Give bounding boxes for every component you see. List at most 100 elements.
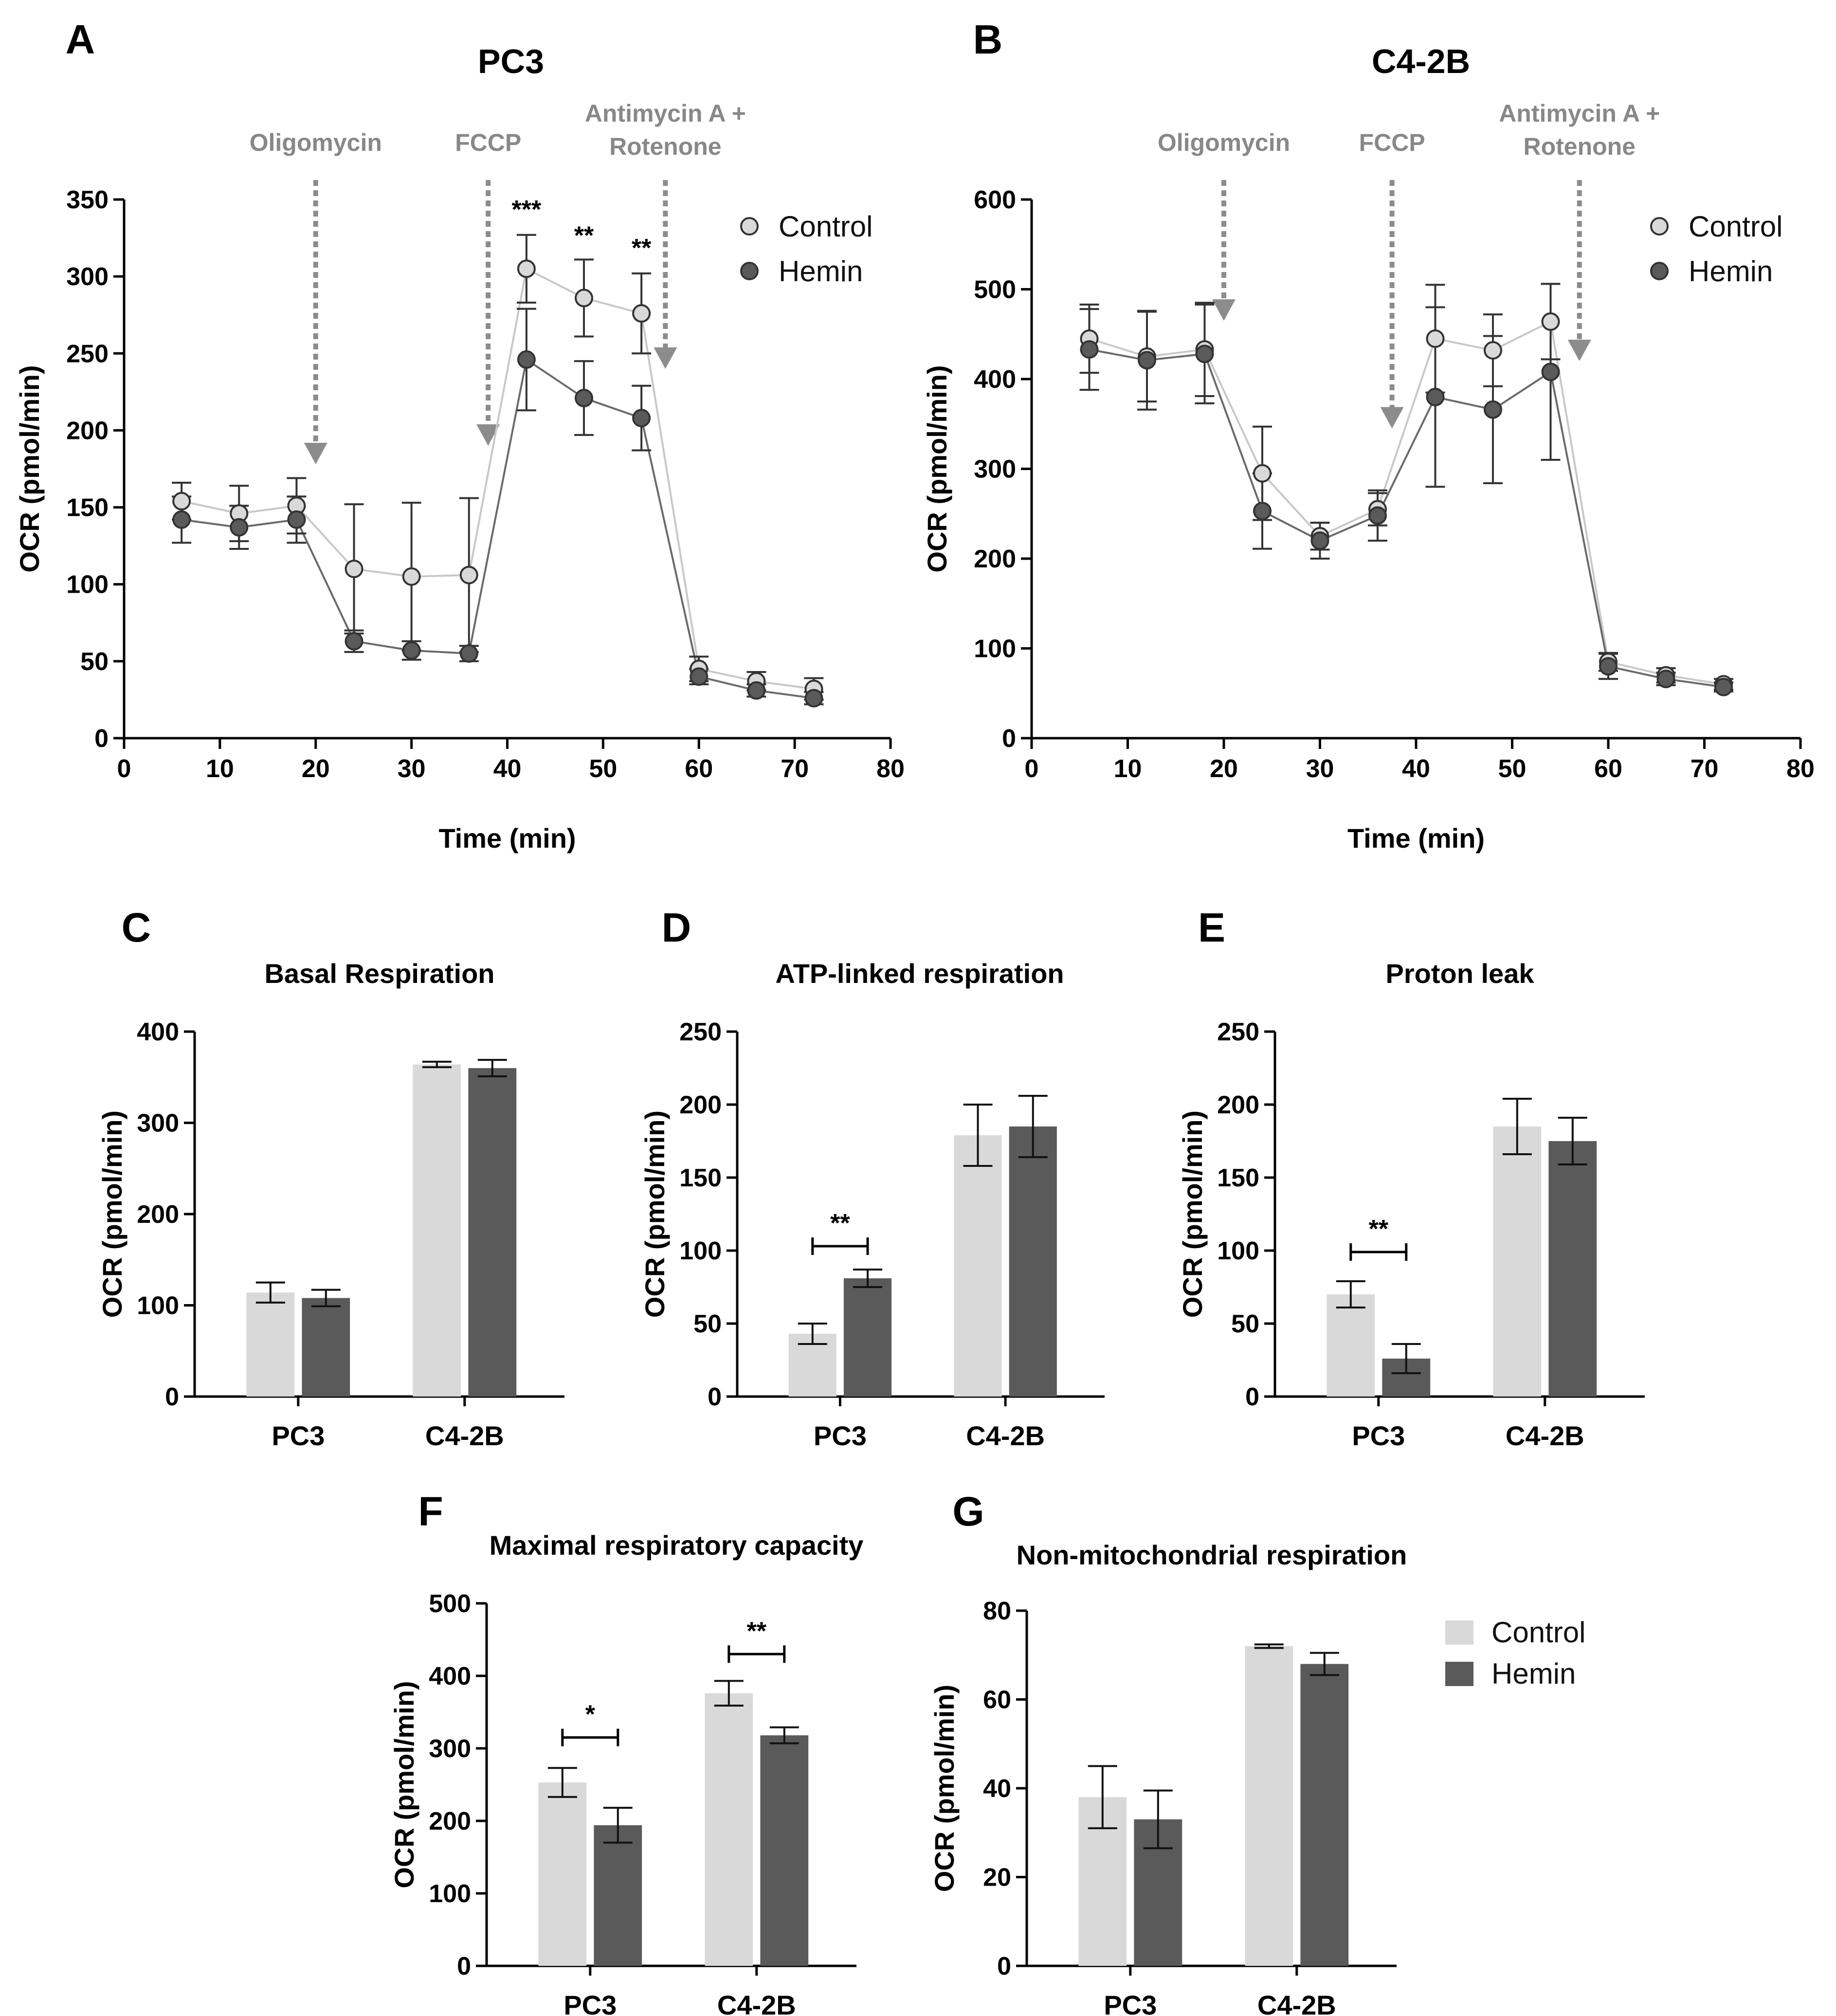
injection-label: FCCP xyxy=(1359,129,1425,156)
data-point-hemin xyxy=(1368,506,1387,525)
legend-marker-hemin xyxy=(740,262,759,280)
data-point-hemin xyxy=(1138,351,1156,370)
injection-arrowhead xyxy=(1380,407,1404,429)
data-point-hemin xyxy=(345,632,364,651)
injection-label: Antimycin A + Rotenone xyxy=(585,100,746,160)
chart-title: C4-2B xyxy=(1372,42,1470,80)
chart-title: Proton leak xyxy=(1386,958,1535,989)
y-axis-label: OCR (pmol/min) xyxy=(1177,1110,1208,1318)
x-tick-label: C4-2B xyxy=(425,1420,504,1451)
y-tick-label: 150 xyxy=(679,1164,722,1192)
significance-marker: *** xyxy=(512,196,542,224)
data-point-hemin xyxy=(287,510,306,529)
x-tick-label: C4-2B xyxy=(966,1420,1045,1451)
y-tick-label: 0 xyxy=(1245,1383,1259,1411)
legend-label-control: Control xyxy=(1689,210,1782,243)
x-tick-label: 10 xyxy=(1114,755,1142,783)
legend-label-control: Control xyxy=(779,210,873,243)
y-tick-label: 400 xyxy=(137,1018,179,1046)
data-point-hemin xyxy=(459,644,478,663)
x-tick-label: 30 xyxy=(398,755,426,783)
significance-marker: ** xyxy=(830,1209,850,1237)
x-tick-label: 10 xyxy=(206,755,234,783)
data-point-hemin xyxy=(1253,502,1272,521)
legend-label-control: Control xyxy=(1491,1616,1585,1649)
data-point-control xyxy=(575,289,593,308)
panel-d: D ATP-linked respiration 0 50 100 150 200 250 OC… xyxy=(639,905,1105,1451)
bar-control-pc3 xyxy=(1327,1294,1375,1397)
y-tick-label: 300 xyxy=(66,263,109,291)
y-tick-label: 500 xyxy=(429,1590,471,1618)
y-tick-label: 200 xyxy=(974,545,1016,573)
bar-hemin-c4-2b xyxy=(1548,1141,1597,1397)
injection-arrowhead xyxy=(1212,299,1236,321)
x-tick-label: 60 xyxy=(685,755,713,783)
y-tick-label: 400 xyxy=(974,365,1016,394)
bar-hemin-pc3 xyxy=(302,1298,350,1397)
y-tick-label: 250 xyxy=(1217,1018,1259,1046)
data-point-control xyxy=(459,565,478,584)
y-tick-label: 50 xyxy=(693,1310,722,1338)
x-tick-label: 20 xyxy=(302,755,330,783)
legend-label-hemin: Hemin xyxy=(1491,1657,1576,1690)
y-tick-label: 250 xyxy=(679,1018,722,1046)
legend-swatch-hemin xyxy=(1445,1662,1473,1686)
panel-label: A xyxy=(66,17,95,62)
data-point-control xyxy=(517,259,536,278)
bar-control-pc3 xyxy=(246,1292,295,1397)
y-tick-label: 200 xyxy=(1217,1091,1259,1119)
y-axis-label: OCR (pmol/min) xyxy=(14,365,45,572)
legend-label-hemin: Hemin xyxy=(1689,255,1773,288)
chart-title: Basal Respiration xyxy=(264,958,494,989)
y-axis-label: OCR (pmol/min) xyxy=(639,1110,670,1318)
data-point-control xyxy=(345,560,364,579)
data-point-hemin xyxy=(517,350,536,369)
injection-label: Oligomycin xyxy=(250,129,382,156)
data-point-control xyxy=(1426,329,1445,348)
bar-control-c4-2b xyxy=(413,1064,461,1397)
x-tick-label: PC3 xyxy=(814,1420,867,1451)
chart-title: Non-mitochondrial respiration xyxy=(1017,1540,1407,1570)
data-point-hemin xyxy=(1656,670,1675,689)
y-tick-label: 0 xyxy=(1002,725,1016,753)
x-tick-label: 70 xyxy=(781,755,809,783)
data-point-hemin xyxy=(1426,387,1445,406)
x-axis-label: Time (min) xyxy=(438,823,576,854)
y-tick-label: 100 xyxy=(137,1292,179,1320)
panel-c: C Basal Respiration 0 100 200 300 400 OCR (pmol… xyxy=(97,905,564,1451)
injection-arrowhead xyxy=(304,443,327,465)
data-point-hemin xyxy=(804,689,823,708)
legend-swatch-control xyxy=(1445,1620,1473,1645)
injection-label: Antimycin A + Rotenone xyxy=(1499,100,1660,160)
significance-marker: ** xyxy=(574,222,594,250)
legend-marker-control xyxy=(1650,217,1669,236)
y-tick-label: 600 xyxy=(974,186,1016,214)
data-point-control xyxy=(172,491,191,510)
x-tick-label: PC3 xyxy=(1352,1420,1405,1451)
bar-hemin-pc3 xyxy=(843,1278,892,1397)
panel-label: C xyxy=(122,905,151,950)
x-tick-label: 50 xyxy=(1498,755,1527,783)
y-tick-label: 0 xyxy=(165,1383,179,1411)
panel-label: G xyxy=(952,1489,984,1534)
injection-arrowhead xyxy=(1567,340,1591,362)
data-point-hemin xyxy=(1484,400,1502,419)
y-axis-label: OCR (pmol/min) xyxy=(389,1681,419,1888)
data-point-hemin xyxy=(1599,657,1618,676)
panel-e: E Proton leak 0 50 100 150 200 250 OCR (pmol/min… xyxy=(1177,905,1645,1451)
data-point-hemin xyxy=(575,389,593,408)
x-tick-label: 70 xyxy=(1691,755,1719,783)
y-tick-label: 50 xyxy=(80,648,109,676)
injection-arrowhead xyxy=(476,424,500,446)
bar-control-c4-2b xyxy=(705,1693,753,1966)
panel-label: F xyxy=(418,1489,443,1534)
x-tick-label: 80 xyxy=(876,755,905,783)
injection-arrowhead xyxy=(654,347,677,369)
y-tick-label: 200 xyxy=(429,1807,471,1835)
injection-label: FCCP xyxy=(455,129,521,156)
bar-hemin-c4-2b xyxy=(760,1735,809,1966)
panel-label: D xyxy=(662,905,691,950)
x-tick-label: 60 xyxy=(1594,755,1622,783)
x-tick-label: 30 xyxy=(1306,755,1334,783)
